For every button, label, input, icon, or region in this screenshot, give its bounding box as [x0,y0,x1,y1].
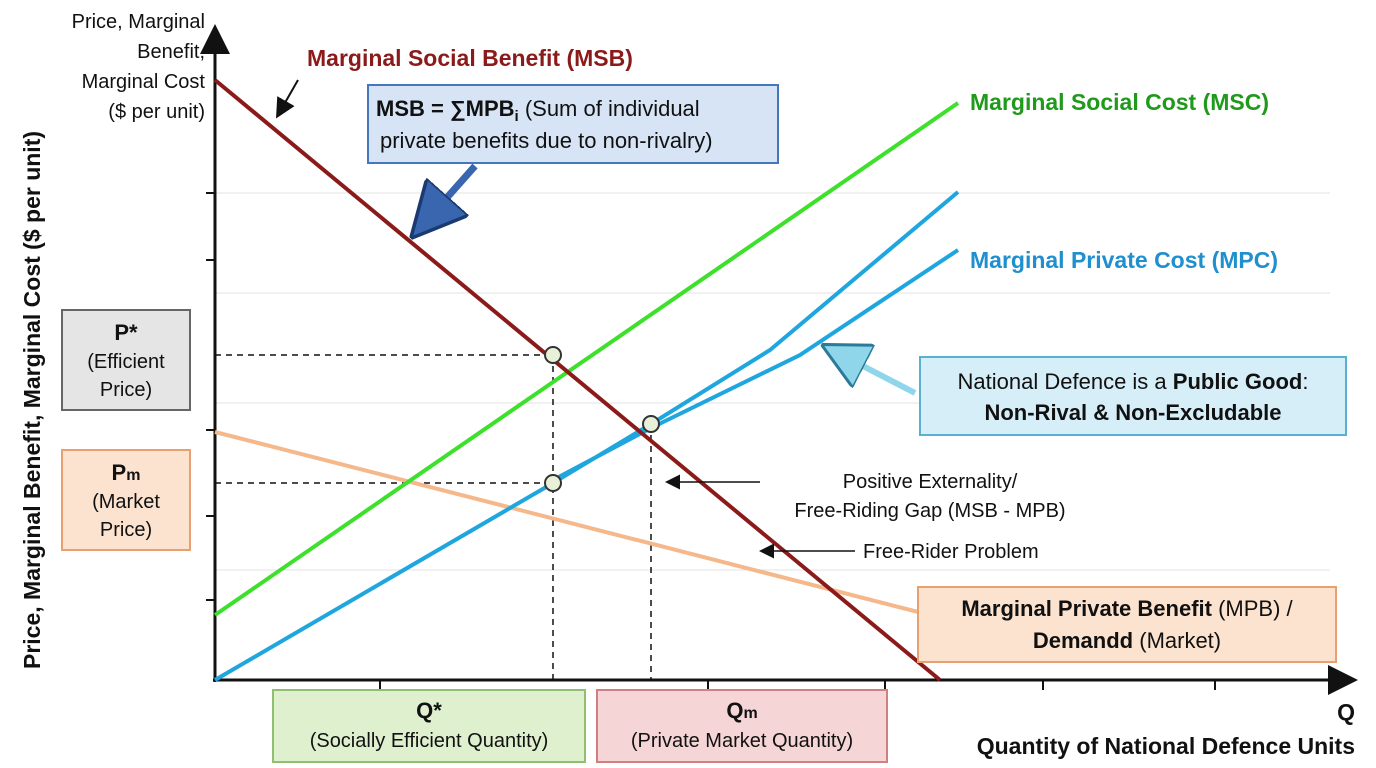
x-axis-symbol: Q [1337,699,1355,725]
text: m [126,467,140,484]
externality-note: Positive Externality/Free-Riding Gap (MS… [794,471,1065,522]
y-corner-label: Price, Marginal Benefit, Marginal Cost ($ p… [72,11,206,123]
text: : [1302,369,1308,394]
free-rider-note: Free-Rider Problem [863,541,1039,563]
text: (Market) [1133,628,1221,653]
text: Q [726,698,743,723]
text: Non-Rival & Non-Excludable [984,400,1281,425]
msb-label: Marginal Social Benefit (MSB) [307,45,633,71]
text: Public Good [1173,369,1303,394]
text: Price) [100,379,152,401]
text: Marginal Cost [82,71,206,93]
text: Price, Marginal [72,11,205,33]
text: Marginal Private Benefit [961,596,1212,621]
points [544,346,660,492]
text: Free-Riding Gap (MSB - MPB) [794,500,1065,522]
text: private benefits due to non-rivalry) [380,128,713,153]
mpc-curve [213,190,960,682]
text: Q* [416,698,442,723]
text: National Defence is a [958,369,1173,394]
text: (MPB) / [1212,596,1294,621]
msc-label: Marginal Social Cost (MSC) [970,89,1269,115]
text: i [515,108,519,125]
p-m-box: Pm (Market Price) [92,460,160,541]
text: Benefit, [137,41,205,63]
msc-curve [213,101,960,617]
msb-curve [213,78,942,682]
q-star-box: Q* (Socially Efficient Quantity) [310,698,549,752]
text: Price) [100,519,152,541]
mpb-label: Marginal Private Benefit (MPB) / Demandd … [961,596,1293,653]
text: Demandd [1033,628,1133,653]
text: MSB = ∑MPB [376,96,515,121]
public-good-callout: National Defence is a Public Good: Non-Ri… [958,369,1309,425]
mpb-curve [214,430,931,617]
text: Positive Externality/ [843,471,1018,493]
text: P [112,460,127,485]
msb-sum-callout: MSB = ∑MPBi (Sum of individual private be… [376,96,713,153]
guides [215,354,652,680]
text: P* [114,320,138,345]
text: (Market [92,491,160,513]
mpc-label: Marginal Private Cost (MPC) [970,247,1278,273]
text: (Private Market Quantity) [631,730,853,752]
text: (Sum of individual [519,96,700,121]
text: ($ per unit) [108,101,205,123]
p-star-box: P* (Efficient Price) [87,320,165,401]
text: (Socially Efficient Quantity) [310,730,549,752]
y-axis-title: Price, Marginal Benefit, Marginal Cost (… [19,131,45,669]
mpc-curve-2 [552,248,960,482]
text: (Efficient [87,351,165,373]
q-m-box: Qm (Private Market Quantity) [631,698,853,752]
text: m [743,705,757,722]
axes [200,24,1358,695]
curves [213,78,960,682]
x-axis-title: Quantity of National Defence Units [977,733,1355,759]
